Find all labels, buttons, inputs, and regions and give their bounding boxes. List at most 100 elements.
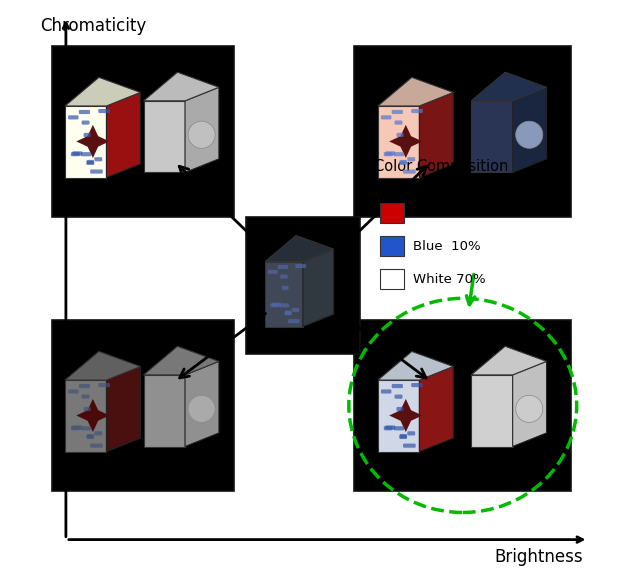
Text: Color Composition: Color Composition xyxy=(374,159,509,174)
Polygon shape xyxy=(378,380,419,452)
FancyBboxPatch shape xyxy=(392,384,403,388)
FancyBboxPatch shape xyxy=(280,275,287,279)
FancyBboxPatch shape xyxy=(380,269,404,289)
Polygon shape xyxy=(65,77,140,106)
Text: Red   20%: Red 20% xyxy=(413,207,481,219)
Polygon shape xyxy=(76,125,109,158)
FancyBboxPatch shape xyxy=(403,444,416,448)
FancyBboxPatch shape xyxy=(403,170,416,174)
FancyBboxPatch shape xyxy=(278,265,288,269)
Text: Blue  10%: Blue 10% xyxy=(413,240,481,252)
FancyBboxPatch shape xyxy=(72,151,83,155)
FancyBboxPatch shape xyxy=(272,303,281,307)
Polygon shape xyxy=(471,375,513,447)
FancyBboxPatch shape xyxy=(52,46,234,217)
Text: Brightness: Brightness xyxy=(494,548,582,566)
Polygon shape xyxy=(303,249,333,327)
FancyBboxPatch shape xyxy=(81,152,92,156)
FancyBboxPatch shape xyxy=(399,435,407,439)
FancyBboxPatch shape xyxy=(396,133,404,137)
FancyBboxPatch shape xyxy=(285,311,292,315)
FancyBboxPatch shape xyxy=(394,395,403,399)
FancyBboxPatch shape xyxy=(295,264,306,268)
FancyBboxPatch shape xyxy=(68,115,79,119)
Polygon shape xyxy=(65,380,106,452)
FancyBboxPatch shape xyxy=(355,320,572,491)
FancyBboxPatch shape xyxy=(381,115,392,119)
FancyBboxPatch shape xyxy=(84,407,91,411)
FancyBboxPatch shape xyxy=(71,152,80,156)
FancyBboxPatch shape xyxy=(380,203,404,223)
FancyBboxPatch shape xyxy=(81,120,90,124)
Polygon shape xyxy=(419,93,453,178)
FancyBboxPatch shape xyxy=(355,46,572,217)
Polygon shape xyxy=(513,87,547,172)
FancyBboxPatch shape xyxy=(86,160,94,164)
FancyBboxPatch shape xyxy=(385,425,396,429)
FancyBboxPatch shape xyxy=(270,303,279,307)
FancyBboxPatch shape xyxy=(407,157,415,162)
FancyBboxPatch shape xyxy=(79,384,90,388)
FancyBboxPatch shape xyxy=(86,435,94,439)
FancyBboxPatch shape xyxy=(412,383,423,387)
Polygon shape xyxy=(265,235,333,262)
Polygon shape xyxy=(65,351,140,380)
Polygon shape xyxy=(65,106,106,178)
FancyBboxPatch shape xyxy=(285,311,292,315)
Polygon shape xyxy=(471,346,547,375)
FancyBboxPatch shape xyxy=(68,389,79,393)
Polygon shape xyxy=(378,77,453,106)
FancyBboxPatch shape xyxy=(268,270,278,274)
Polygon shape xyxy=(143,101,185,172)
Polygon shape xyxy=(378,351,453,380)
FancyBboxPatch shape xyxy=(399,160,407,164)
Polygon shape xyxy=(389,125,422,158)
FancyBboxPatch shape xyxy=(99,109,110,113)
Polygon shape xyxy=(389,399,422,432)
FancyBboxPatch shape xyxy=(71,426,80,431)
FancyBboxPatch shape xyxy=(385,151,396,155)
FancyBboxPatch shape xyxy=(79,110,90,114)
Polygon shape xyxy=(471,101,513,172)
FancyBboxPatch shape xyxy=(399,161,407,165)
FancyBboxPatch shape xyxy=(86,434,94,438)
Circle shape xyxy=(516,395,543,423)
Polygon shape xyxy=(76,399,109,432)
FancyBboxPatch shape xyxy=(246,217,360,354)
FancyBboxPatch shape xyxy=(84,133,91,137)
Polygon shape xyxy=(143,346,219,375)
FancyBboxPatch shape xyxy=(380,236,404,256)
Text: Chromaticity: Chromaticity xyxy=(40,17,147,35)
Text: White 70%: White 70% xyxy=(413,273,486,286)
FancyBboxPatch shape xyxy=(280,303,289,307)
FancyBboxPatch shape xyxy=(384,426,393,431)
Circle shape xyxy=(188,121,215,148)
FancyBboxPatch shape xyxy=(94,157,102,162)
FancyBboxPatch shape xyxy=(399,434,407,438)
Circle shape xyxy=(516,121,543,148)
Circle shape xyxy=(188,395,215,423)
FancyBboxPatch shape xyxy=(412,109,423,113)
FancyBboxPatch shape xyxy=(381,389,392,393)
Polygon shape xyxy=(185,87,219,172)
FancyBboxPatch shape xyxy=(394,152,404,156)
FancyBboxPatch shape xyxy=(90,170,103,174)
FancyBboxPatch shape xyxy=(81,426,92,431)
FancyBboxPatch shape xyxy=(396,407,404,411)
FancyBboxPatch shape xyxy=(86,161,94,165)
FancyBboxPatch shape xyxy=(282,286,289,290)
FancyBboxPatch shape xyxy=(392,110,403,114)
Polygon shape xyxy=(378,106,419,178)
Polygon shape xyxy=(471,72,547,101)
Polygon shape xyxy=(419,367,453,452)
FancyBboxPatch shape xyxy=(394,120,403,124)
Polygon shape xyxy=(143,375,185,447)
FancyBboxPatch shape xyxy=(407,431,415,436)
FancyBboxPatch shape xyxy=(288,319,300,323)
FancyBboxPatch shape xyxy=(394,426,404,431)
Polygon shape xyxy=(265,262,303,327)
FancyBboxPatch shape xyxy=(292,308,299,312)
Polygon shape xyxy=(185,361,219,447)
Polygon shape xyxy=(143,72,219,101)
FancyBboxPatch shape xyxy=(90,444,103,448)
